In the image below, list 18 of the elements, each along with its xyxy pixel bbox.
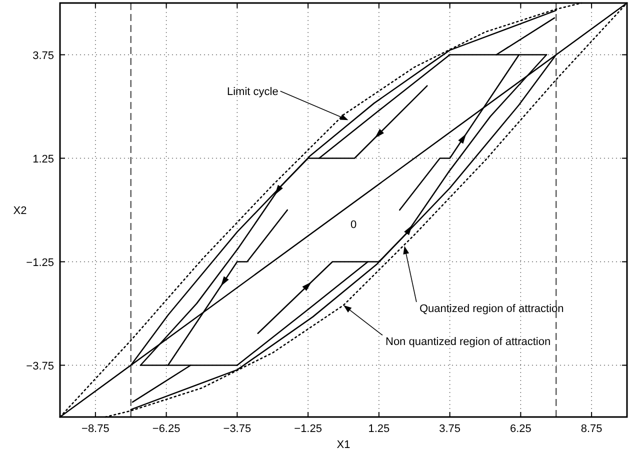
x-tick-label: −1.25 [294,423,322,435]
x-tick-label: −3.75 [223,423,252,435]
x-tick-label: 3.75 [439,423,461,435]
x-tick-label: 8.75 [580,423,602,435]
x-tick-label: −8.75 [82,423,110,435]
annotation: Limit cycle [226,86,278,98]
y-tick-label: 3.75 [32,50,54,62]
annotation: Non quantized region of attraction [386,336,551,348]
x-tick-label: −6.25 [152,423,180,435]
y-tick-label: −1.25 [26,256,54,269]
x-axis-title: X1 [336,439,350,451]
annotation: 0 [350,219,357,231]
y-tick-label: 1.25 [32,153,54,166]
x-tick-label: 6.25 [510,423,532,435]
y-tick-label: −3.75 [26,360,54,372]
annotation: Quantized region of attraction [419,303,564,316]
y-axis-title: X2 [13,205,27,217]
x-tick-label: 1.25 [368,423,390,435]
